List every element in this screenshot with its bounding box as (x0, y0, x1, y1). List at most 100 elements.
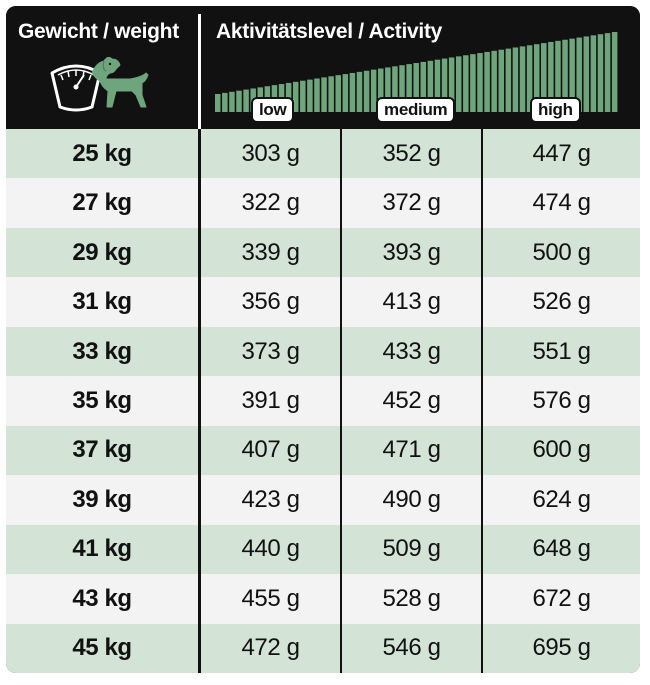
medium-amount-cell: 452 g (382, 386, 441, 414)
level-low-label: low (251, 97, 295, 123)
high-amount-cell: 576 g (532, 386, 591, 414)
ramp-bar (512, 47, 519, 112)
table-row: 43 kg 455 g 528 g 672 g (6, 574, 640, 624)
high-amount-cell: 672 g (532, 584, 591, 612)
dog-icon (91, 56, 149, 108)
ramp-bar (477, 53, 483, 112)
table-row: 37 kg 407 g 471 g 600 g (6, 425, 640, 476)
low-amount-cell: 322 g (241, 189, 300, 217)
header-divider (198, 14, 201, 129)
scale-dog-icon-group (46, 51, 156, 115)
column-divider (481, 129, 483, 673)
column-divider (198, 129, 201, 673)
ramp-bar (597, 34, 604, 112)
weight-column-title: Gewicht / weight (18, 20, 179, 43)
ramp-bar (356, 71, 363, 112)
weight-cell: 29 kg (72, 238, 132, 266)
medium-amount-cell: 490 g (382, 485, 441, 513)
table-row: 27 kg 322 g 372 g 474 g (6, 178, 640, 228)
ramp-bar (441, 58, 448, 112)
ramp-bar (300, 80, 306, 112)
ramp-bar (533, 44, 540, 112)
ramp-bar (576, 37, 582, 112)
table-row: 33 kg 373 g 433 g 551 g (6, 326, 640, 377)
low-amount-cell: 407 g (241, 436, 300, 464)
ramp-bar (548, 41, 554, 112)
low-amount-cell: 472 g (241, 634, 300, 662)
table-row: 35 kg 391 g 452 g 576 g (6, 376, 640, 426)
medium-amount-cell: 433 g (382, 337, 441, 365)
table-row: 41 kg 440 g 509 g 648 g (6, 524, 640, 575)
weight-cell: 27 kg (72, 189, 132, 217)
table-row: 39 kg 423 g 490 g 624 g (6, 475, 640, 525)
medium-amount-cell: 528 g (382, 584, 441, 612)
ramp-bar (335, 75, 341, 112)
high-amount-cell: 648 g (532, 535, 591, 563)
ramp-bar (583, 36, 590, 112)
low-amount-cell: 303 g (241, 139, 300, 167)
scale-icon (50, 64, 102, 112)
weight-cell: 31 kg (72, 288, 132, 316)
level-high-label: high (530, 97, 581, 123)
activity-column-title: Aktivitätslevel / Activity (216, 20, 443, 43)
ramp-bar (392, 66, 398, 112)
low-amount-cell: 339 g (241, 238, 300, 266)
ramp-bar (307, 79, 313, 112)
ramp-bar (562, 39, 568, 112)
ramp-bar (448, 57, 455, 112)
ramp-bar (569, 38, 575, 112)
high-amount-cell: 474 g (532, 189, 591, 217)
ramp-bar (526, 45, 533, 112)
low-amount-cell: 373 g (241, 337, 300, 365)
table-body: 25 kg 303 g 352 g 447 g 27 kg 322 g 372 g 474 g… (6, 129, 640, 673)
low-amount-cell: 356 g (241, 288, 300, 316)
ramp-bar (378, 68, 384, 112)
medium-amount-cell: 393 g (382, 238, 441, 266)
ramp-bar (590, 35, 597, 112)
weight-cell: 25 kg (72, 139, 132, 167)
ramp-bar (470, 54, 476, 112)
ramp-bar (484, 51, 490, 112)
weight-cell: 43 kg (72, 584, 132, 612)
table-row: 29 kg 339 g 393 g 500 g (6, 227, 640, 278)
low-amount-cell: 391 g (241, 386, 300, 414)
ramp-bar (314, 78, 320, 112)
weight-cell: 41 kg (72, 535, 132, 563)
ramp-bar (328, 76, 334, 112)
ramp-bar (455, 56, 462, 112)
ramp-bar (385, 67, 391, 112)
ramp-bar (427, 60, 434, 112)
medium-amount-cell: 372 g (382, 189, 441, 217)
table-row: 31 kg 356 g 413 g 526 g (6, 277, 640, 327)
ramp-bar (236, 90, 242, 112)
weight-cell: 37 kg (72, 436, 132, 464)
ramp-bar (555, 40, 561, 112)
ramp-bar (243, 89, 249, 112)
high-amount-cell: 695 g (532, 634, 591, 662)
high-amount-cell: 447 g (532, 139, 591, 167)
ramp-bar (505, 48, 512, 112)
ramp-bar (519, 46, 526, 112)
low-amount-cell: 440 g (241, 535, 300, 563)
high-amount-cell: 500 g (532, 238, 591, 266)
weight-cell: 45 kg (72, 634, 132, 662)
table-row: 45 kg 472 g 546 g 695 g (6, 623, 640, 673)
ramp-bar (491, 50, 497, 112)
ramp-bar (321, 77, 327, 112)
high-amount-cell: 600 g (532, 436, 591, 464)
high-amount-cell: 526 g (532, 288, 591, 316)
medium-amount-cell: 509 g (382, 535, 441, 563)
ramp-bar (229, 91, 235, 112)
ramp-bar (292, 81, 299, 112)
medium-amount-cell: 413 g (382, 288, 441, 316)
table-header: Gewicht / weight Aktivitätslevel / Activ… (6, 6, 640, 129)
ramp-bar (463, 55, 469, 112)
ramp-bar (604, 33, 611, 112)
ramp-bar (349, 72, 356, 112)
ramp-bar (342, 74, 349, 112)
ramp-bar (363, 70, 370, 112)
medium-amount-cell: 471 g (382, 436, 441, 464)
ramp-bar (215, 94, 221, 112)
low-amount-cell: 423 g (241, 485, 300, 513)
ramp-bar (541, 43, 547, 112)
